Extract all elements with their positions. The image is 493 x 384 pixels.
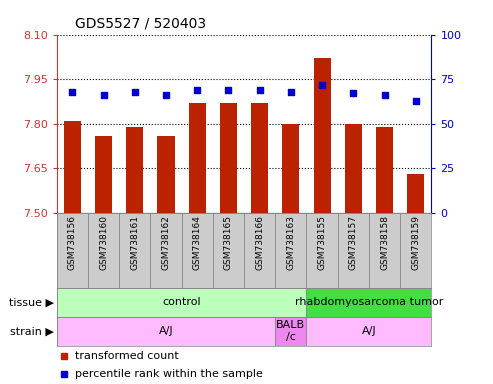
Bar — [57, 288, 307, 317]
Text: GSM738161: GSM738161 — [130, 215, 139, 270]
Bar — [57, 317, 275, 346]
Text: GSM738159: GSM738159 — [411, 215, 420, 270]
Bar — [126, 127, 143, 213]
Text: GSM738166: GSM738166 — [255, 215, 264, 270]
Text: GSM738162: GSM738162 — [162, 215, 171, 270]
Text: A/J: A/J — [362, 326, 376, 336]
Point — [131, 89, 139, 95]
Bar — [119, 213, 150, 288]
Bar — [314, 58, 331, 213]
Text: GSM738155: GSM738155 — [317, 215, 326, 270]
Text: GSM738165: GSM738165 — [224, 215, 233, 270]
Bar — [150, 213, 181, 288]
Bar — [64, 121, 81, 213]
Text: GDS5527 / 520403: GDS5527 / 520403 — [75, 17, 207, 31]
Text: GSM738158: GSM738158 — [380, 215, 389, 270]
Bar — [88, 213, 119, 288]
Bar — [251, 103, 268, 213]
Bar — [244, 213, 275, 288]
Bar — [275, 317, 307, 346]
Bar — [307, 288, 431, 317]
Text: GSM738157: GSM738157 — [349, 215, 358, 270]
Text: percentile rank within the sample: percentile rank within the sample — [75, 369, 263, 379]
Text: rhabdomyosarcoma tumor: rhabdomyosarcoma tumor — [295, 297, 443, 308]
Text: strain ▶: strain ▶ — [10, 326, 54, 336]
Text: tissue ▶: tissue ▶ — [9, 297, 54, 308]
Bar — [95, 136, 112, 213]
Bar — [369, 213, 400, 288]
Text: BALB
/c: BALB /c — [276, 320, 306, 342]
Text: GSM738163: GSM738163 — [286, 215, 295, 270]
Bar — [307, 213, 338, 288]
Point — [318, 81, 326, 88]
Bar — [282, 124, 299, 213]
Bar — [307, 317, 431, 346]
Bar — [376, 127, 393, 213]
Point — [193, 87, 201, 93]
Point — [412, 98, 420, 104]
Point — [256, 87, 264, 93]
Text: GSM738164: GSM738164 — [193, 215, 202, 270]
Bar — [189, 103, 206, 213]
Bar — [275, 213, 307, 288]
Bar — [400, 213, 431, 288]
Bar — [338, 213, 369, 288]
Point — [224, 87, 232, 93]
Bar — [345, 124, 362, 213]
Point — [350, 90, 357, 96]
Text: control: control — [162, 297, 201, 308]
Text: GSM738160: GSM738160 — [99, 215, 108, 270]
Point — [100, 92, 107, 98]
Bar — [220, 103, 237, 213]
Point — [287, 89, 295, 95]
Point — [69, 89, 76, 95]
Bar — [181, 213, 213, 288]
Bar — [213, 213, 244, 288]
Bar — [157, 136, 175, 213]
Bar — [57, 213, 88, 288]
Text: A/J: A/J — [159, 326, 173, 336]
Bar — [407, 174, 424, 213]
Point — [162, 92, 170, 98]
Text: transformed count: transformed count — [75, 351, 179, 361]
Point — [381, 92, 388, 98]
Text: GSM738156: GSM738156 — [68, 215, 77, 270]
